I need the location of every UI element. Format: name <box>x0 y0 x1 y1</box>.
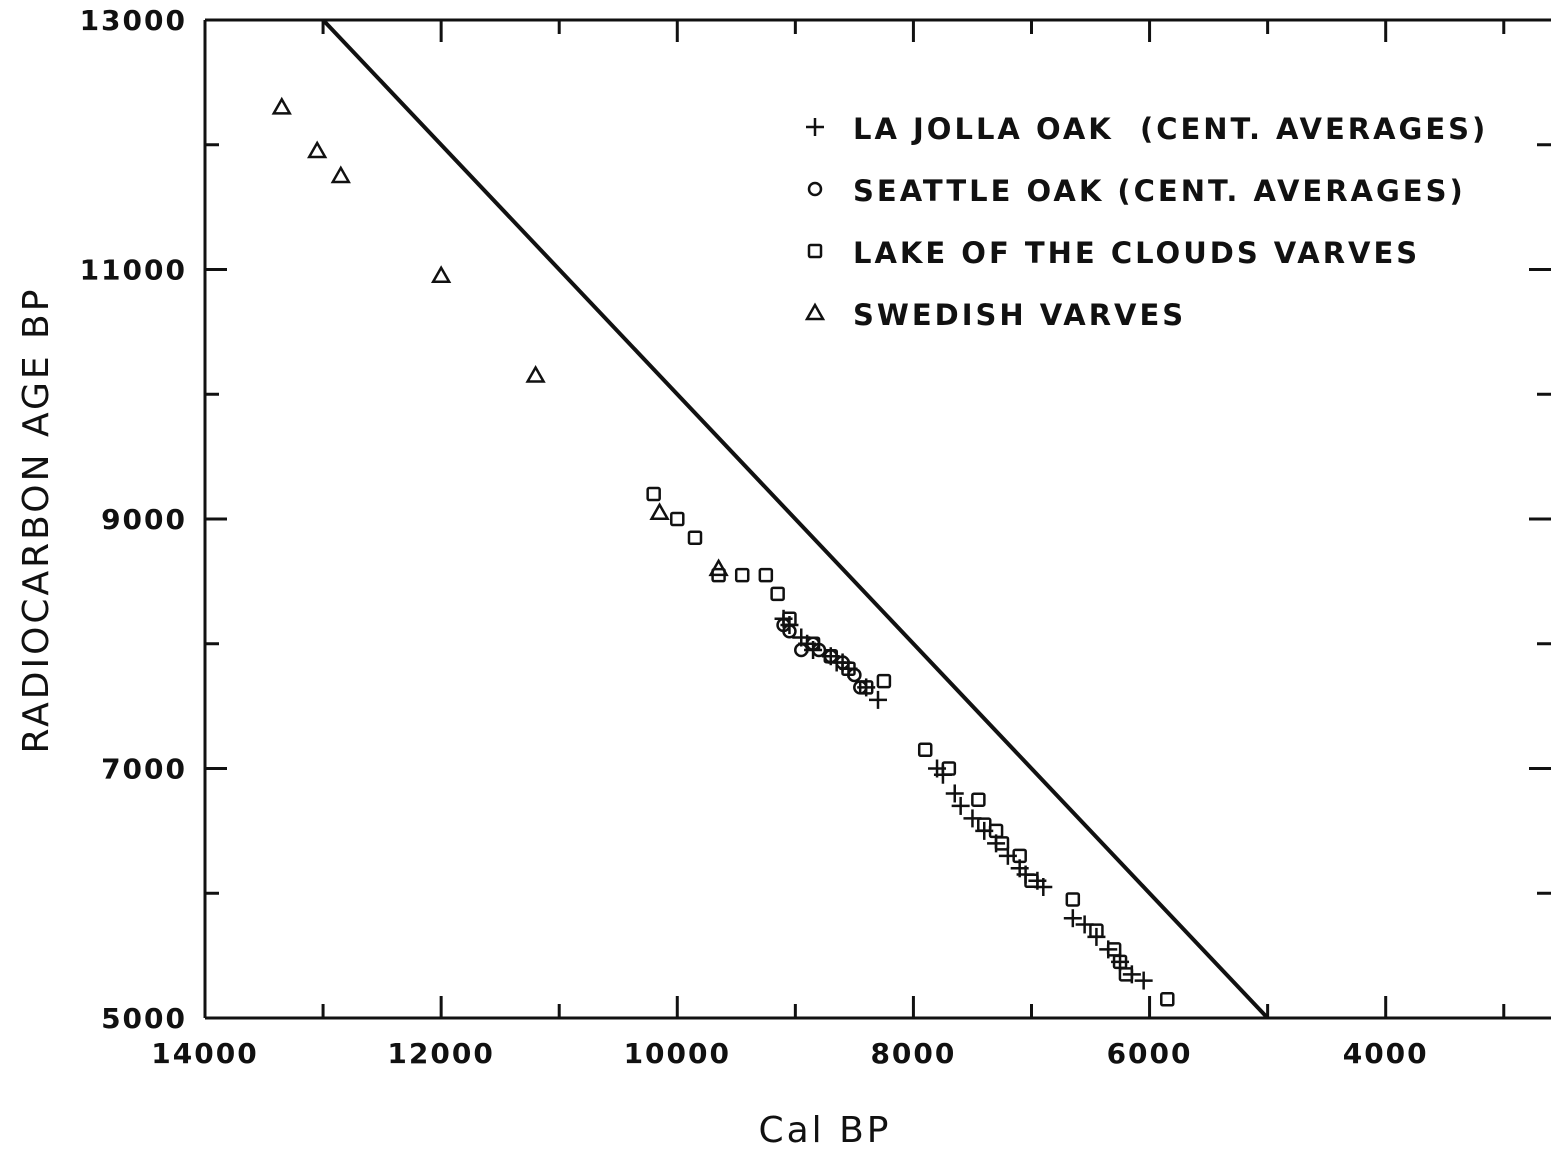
data-point-triangle <box>525 365 546 383</box>
data-point-square <box>1160 992 1175 1007</box>
x-tick-label: 14000 <box>151 1037 258 1070</box>
data-point-square <box>670 511 685 527</box>
data-point-square <box>917 742 933 758</box>
y-tick-label: 13000 <box>80 4 187 37</box>
legend-label: SWEDISH VARVES <box>853 298 1186 332</box>
x-axis-title: Cal BP <box>758 1110 891 1151</box>
y-axis-ticks: 13000 11000 9000 7000 5000 <box>80 4 1551 1035</box>
x-tick-label: 8000 <box>870 1037 956 1070</box>
data-point-square <box>805 636 821 651</box>
legend-marker-square <box>807 243 823 259</box>
data-point-square <box>1089 923 1104 938</box>
data-point-square <box>1012 848 1027 864</box>
legend-marker-plus <box>806 118 824 136</box>
y-axis-title: RADIOCARBON AGE BP <box>16 287 57 754</box>
reference-line <box>321 18 1270 1020</box>
data-point-triangle <box>708 558 729 577</box>
data-point-square <box>823 648 839 664</box>
legend-marker-triangle <box>804 302 826 321</box>
data-point-square <box>734 567 750 583</box>
legend: LA JOLLA OAK (CENT. AVERAGES) SEATTLE OAK… <box>804 112 1488 332</box>
legend-label: LA JOLLA OAK (CENT. AVERAGES) <box>853 112 1488 146</box>
data-point-plus <box>951 796 970 815</box>
data-point-square <box>858 680 874 695</box>
x-tick-label: 12000 <box>387 1037 494 1070</box>
y-tick-label: 5000 <box>101 1002 187 1035</box>
data-point-square <box>687 530 703 545</box>
x-axis-ticks: 14000 12000 10000 8000 6000 4000 <box>151 20 1506 1070</box>
data-point-square <box>770 586 785 602</box>
plot-frame <box>203 18 1551 1020</box>
x-tick-label: 4000 <box>1343 1037 1429 1070</box>
data-points <box>271 96 1175 1007</box>
data-point-square <box>994 836 1010 851</box>
data-point-square <box>646 486 661 502</box>
x-tick-label: 10000 <box>624 1037 731 1070</box>
data-point-plus <box>1063 909 1082 928</box>
y-tick-label: 7000 <box>101 753 187 786</box>
data-point-plus <box>945 784 964 803</box>
series-square <box>646 486 1175 1007</box>
legend-label: SEATTLE OAK (CENT. AVERAGES) <box>853 174 1466 208</box>
legend-label: LAKE OF THE CLOUDS VARVES <box>853 236 1420 270</box>
data-point-square <box>941 761 957 776</box>
y-tick-label: 9000 <box>101 503 187 536</box>
data-point-plus <box>1134 971 1153 990</box>
data-point-square <box>1024 873 1039 889</box>
data-point-triangle <box>330 165 351 184</box>
data-point-square <box>1065 892 1081 907</box>
data-point-triangle <box>271 96 292 115</box>
series-circle <box>776 617 868 695</box>
data-point-triangle <box>307 140 328 159</box>
data-point-square <box>1118 967 1134 982</box>
data-point-square <box>876 673 892 689</box>
data-point-square <box>758 567 774 583</box>
data-point-triangle <box>649 502 670 521</box>
data-point-triangle <box>430 265 452 283</box>
legend-marker-circle <box>807 181 823 197</box>
data-point-square <box>841 661 856 676</box>
y-tick-label: 11000 <box>80 254 187 287</box>
data-point-plus <box>869 690 887 709</box>
x-tick-label: 6000 <box>1107 1037 1193 1070</box>
data-point-square <box>971 792 986 807</box>
data-point-square <box>782 611 797 627</box>
series-triangle <box>271 96 729 577</box>
series-plus <box>774 609 1153 990</box>
